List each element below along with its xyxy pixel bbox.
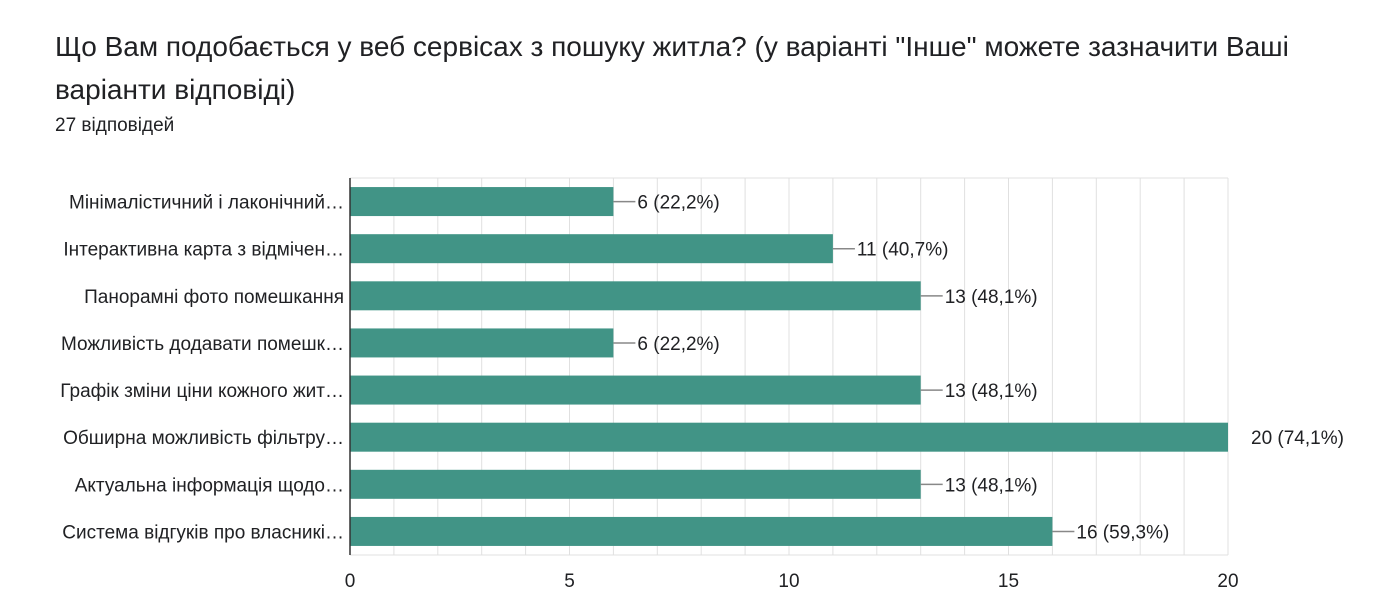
- bar: [350, 281, 921, 311]
- category-label: Графік зміни ціни кожного жит…: [60, 381, 344, 402]
- bar: [350, 375, 921, 405]
- category-label: Панорамні фото помешкання: [84, 287, 344, 308]
- data-label: 6 (22,2%): [637, 193, 719, 214]
- data-label: 16 (59,3%): [1076, 522, 1169, 543]
- data-label: 13 (48,1%): [945, 287, 1038, 308]
- x-tick-label: 5: [564, 571, 575, 592]
- bar: [350, 516, 1053, 546]
- category-label: Система відгуків про власникі…: [62, 522, 344, 543]
- x-tick-label: 10: [778, 571, 799, 592]
- x-tick-label: 20: [1217, 571, 1238, 592]
- question-title: Що Вам подобається у веб сервісах з пошу…: [55, 31, 1289, 105]
- category-label: Інтерактивна карта з відмічен…: [63, 240, 344, 261]
- x-tick-label: 0: [345, 571, 356, 592]
- x-tick-label: 15: [998, 571, 1019, 592]
- category-label: Мінімалістичний і лаконічний…: [69, 193, 344, 214]
- data-label: 6 (22,2%): [637, 334, 719, 355]
- bar: [350, 187, 614, 217]
- category-label: Обширна можливість фільтру…: [63, 428, 344, 449]
- bar: [350, 422, 1228, 452]
- bar: [350, 328, 614, 358]
- data-label: 20 (74,1%): [1251, 428, 1344, 449]
- bar: [350, 234, 833, 264]
- category-label: Можливість додавати помешк…: [61, 334, 344, 355]
- bar: [350, 469, 921, 499]
- data-label: 13 (48,1%): [945, 475, 1038, 496]
- data-label: 13 (48,1%): [945, 381, 1038, 402]
- response-count: 27 відповідей: [55, 115, 175, 136]
- category-label: Актуальна інформація щодо…: [75, 475, 344, 496]
- data-label: 11 (40,7%): [857, 240, 949, 261]
